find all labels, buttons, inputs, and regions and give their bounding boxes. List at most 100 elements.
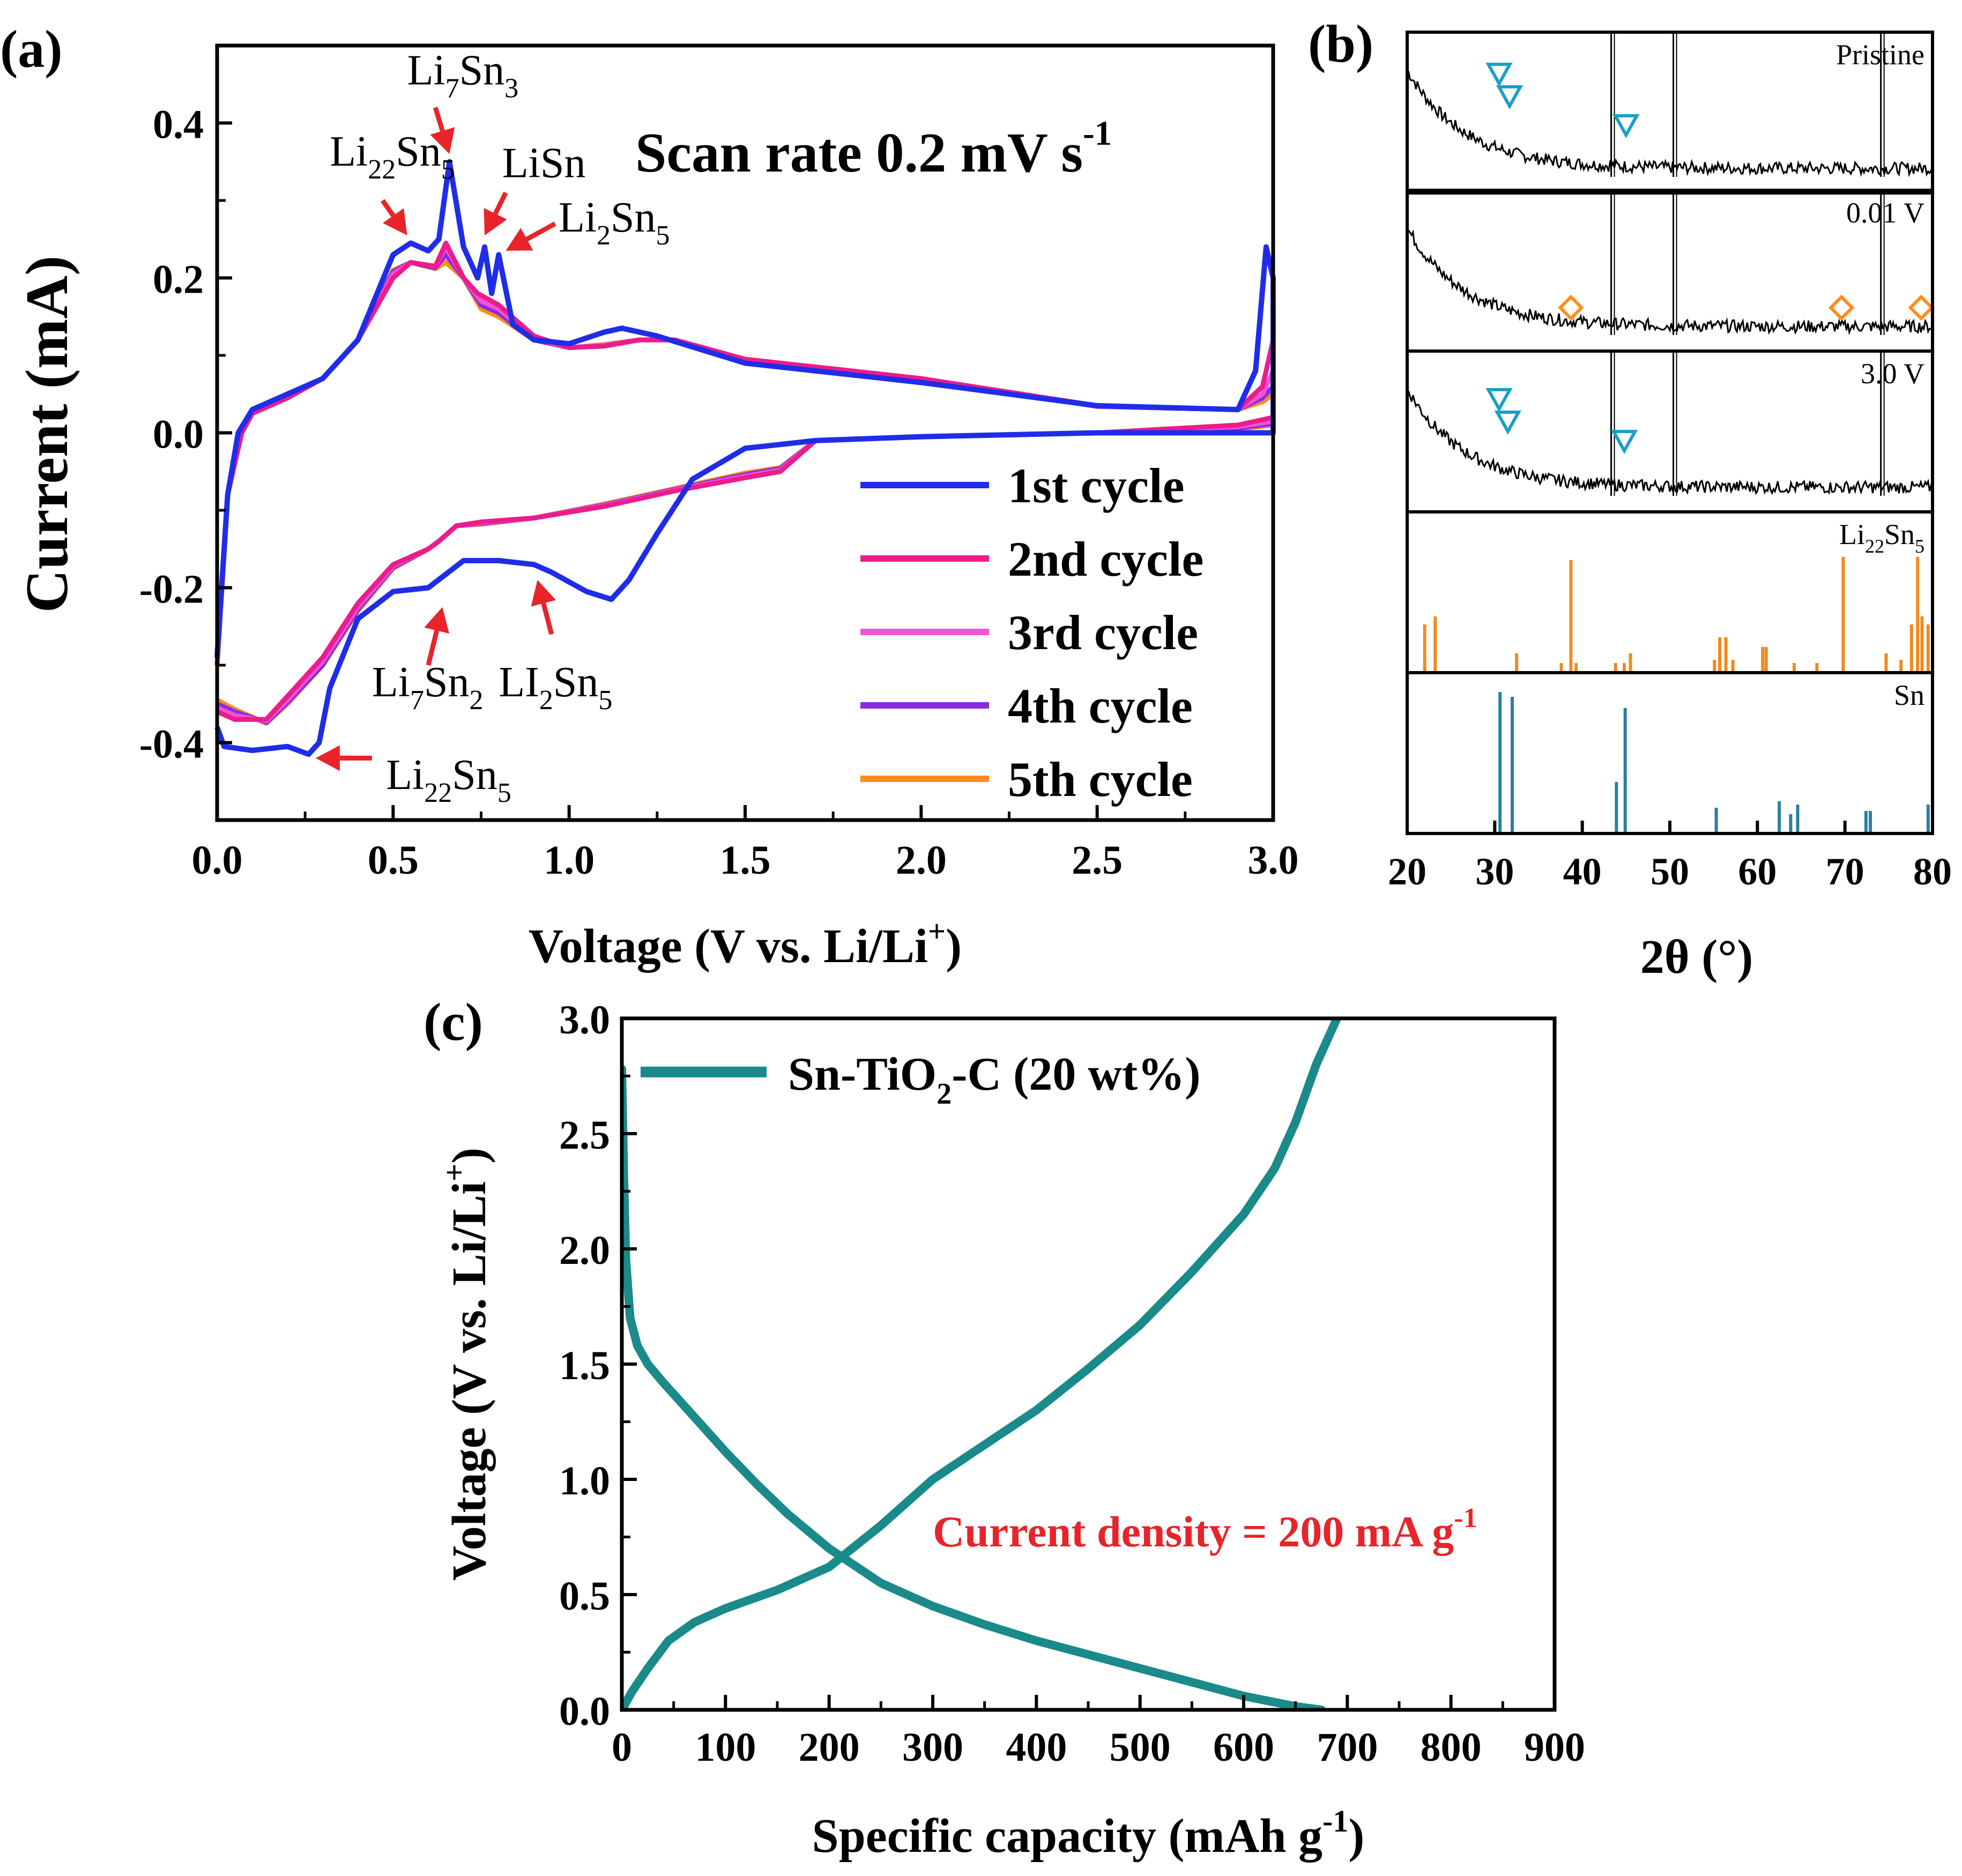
y-tick-label: -0.4 <box>139 722 204 767</box>
annotation-arrow-head <box>424 607 449 634</box>
panel-a-plot-area <box>214 159 1276 757</box>
x-tick-label: 80 <box>1913 850 1952 893</box>
panel-c-x-label: Specific capacity (mAh g-1) <box>812 1804 1365 1863</box>
annotation-arrow-head <box>315 745 340 771</box>
x-tick-label: 900 <box>1524 1725 1585 1770</box>
legend-label-1: 1st cycle <box>1008 458 1185 513</box>
y-tick-label: 2.0 <box>559 1228 610 1273</box>
annotation-formula: LI2Sn5 <box>499 659 612 716</box>
panel-b: (b) Pristine 0.01 V 3.0 V Li22Sn5 Sn 20 30 40 5… <box>1308 14 1952 984</box>
xrd-strip-1: Pristine <box>1406 31 1934 195</box>
panel-c-annotation: Current density = 200 mA g-1 <box>933 1503 1477 1556</box>
annotation-arrow-head <box>506 228 533 251</box>
xrd-strip-label: Sn <box>1894 679 1924 711</box>
panel-c-legend: Sn-TiO2-C (20 wt%) <box>641 1048 1201 1111</box>
xrd-strip-label: Pristine <box>1836 39 1924 71</box>
lisn-marker-diamond <box>1828 294 1855 321</box>
x-tick-label: 3.0 <box>1248 838 1299 883</box>
cv-curve-1 <box>214 159 1276 757</box>
xrd-pattern <box>1407 229 1934 336</box>
y-tick-label: -0.2 <box>139 567 204 612</box>
legend-label-3: 3rd cycle <box>1008 605 1198 660</box>
annotation-formula: Li22Sn5 <box>386 751 511 808</box>
cv-curve-2 <box>214 241 1276 722</box>
annotation-formula: Li2Sn5 <box>559 194 670 251</box>
y-tick-label: 0.5 <box>559 1574 610 1619</box>
lisn-marker-diamond <box>1908 294 1935 321</box>
x-tick-label: 500 <box>1110 1725 1171 1770</box>
y-tick-label: 1.0 <box>559 1458 610 1503</box>
xrd-strip-4: Li22Sn5 <box>1406 510 1934 674</box>
annotation-formula: Li22Sn5 <box>330 128 455 185</box>
x-tick-label: 1.0 <box>544 838 594 883</box>
panel-c-label: (c) <box>423 992 483 1052</box>
panel-b-strips: Pristine 0.01 V 3.0 V Li22Sn5 Sn <box>1406 31 1935 835</box>
panel-a-title: Scan rate 0.2 mV s-1 <box>635 114 1112 184</box>
x-tick-label: 800 <box>1421 1725 1482 1770</box>
panel-b-x-axis: 20 30 40 50 60 70 80 <box>1388 821 1952 893</box>
panel-a-legend: 1st cycle 2nd cycle 3rd cycle 4th cycle 5th … <box>860 458 1203 807</box>
lisn-marker-diamond <box>1558 294 1584 321</box>
annotation-formula: LiSn <box>502 140 586 187</box>
annotation-arrow-head <box>531 580 556 607</box>
x-tick-label: 200 <box>799 1725 860 1770</box>
sn-marker-triangle <box>1485 388 1513 413</box>
x-tick-label: 300 <box>902 1725 963 1770</box>
sn-marker-triangle <box>1496 85 1523 110</box>
panel-c-plot-area <box>622 1018 1341 1710</box>
sn-marker-triangle <box>1610 430 1638 455</box>
xrd-strip-frame <box>1406 31 1934 195</box>
annotation-formula: Li7Sn2 <box>372 659 484 716</box>
xrd-strip-3: 3.0 V <box>1406 349 1934 513</box>
x-tick-label: 100 <box>695 1725 756 1770</box>
annotation-arrow-head <box>383 208 407 236</box>
x-tick-label: 700 <box>1317 1725 1378 1770</box>
y-tick-label: 0.0 <box>559 1689 610 1734</box>
x-tick-label: 1.5 <box>720 838 771 883</box>
xrd-strip-label: Li22Sn5 <box>1839 518 1924 557</box>
panel-c: (c) 0.0 0.5 1.0 1.5 2.0 2.5 3.0 0 100 200 300 400 5… <box>423 992 1585 1863</box>
x-tick-label: 0.5 <box>368 838 419 883</box>
x-tick-label: 0 <box>612 1725 632 1770</box>
xrd-strip-label: 3.0 V <box>1861 358 1924 390</box>
x-tick-label: 2.5 <box>1072 838 1123 883</box>
y-tick-label: 3.0 <box>559 997 610 1043</box>
annotation-arrow-head <box>430 127 455 154</box>
panel-c-y-label: Voltage (V vs. Li/Li+) <box>437 1148 496 1581</box>
panel-a-annotations: Li22Sn5 Li7Sn3 LiSn Li2Sn5 Li7Sn2 LI2Sn5 Li22S… <box>315 47 670 808</box>
annotation-arrow-head <box>484 208 507 236</box>
y-tick-label: 1.5 <box>559 1343 610 1388</box>
sn-marker-triangle <box>1485 63 1513 87</box>
annotation-arrow-shaft <box>433 107 445 132</box>
panel-a: (a) -0.4 -0.2 0.0 0.2 0.4 0.0 0.5 1.0 1.5 2.0 2.5… <box>0 19 1299 973</box>
x-tick-label: 70 <box>1826 850 1864 893</box>
annotation-arrow-shaft <box>493 191 508 215</box>
panel-a-label: (a) <box>0 19 63 79</box>
panel-c-x-axis: 0 100 200 300 400 500 600 700 800 900 <box>612 1695 1585 1770</box>
y-tick-label: 0.0 <box>153 412 204 457</box>
xrd-strip-label: 0.01 V <box>1846 197 1924 229</box>
annotation-formula: Li7Sn3 <box>407 47 519 103</box>
charge-curve <box>622 1018 1341 1710</box>
discharge-curve <box>622 1064 1326 1710</box>
annotation-arrow-shaft <box>380 199 396 217</box>
panel-c-legend-label: Sn-TiO2-C (20 wt%) <box>788 1048 1201 1111</box>
y-tick-label: 0.2 <box>153 257 204 302</box>
panel-c-curves <box>622 1018 1341 1710</box>
x-tick-label: 50 <box>1651 850 1689 893</box>
sn-marker-triangle <box>1612 114 1640 139</box>
panel-a-y-axis: -0.4 -0.2 0.0 0.2 0.4 <box>139 44 232 822</box>
panel-a-x-axis: 0.0 0.5 1.0 1.5 2.0 2.5 3.0 <box>192 805 1299 883</box>
x-tick-label: 40 <box>1563 850 1602 893</box>
xrd-strip-frame <box>1406 671 1934 835</box>
annotation-arrow-shaft <box>426 630 440 666</box>
panel-c-y-axis: 0.0 0.5 1.0 1.5 2.0 2.5 3.0 <box>559 997 637 1734</box>
legend-label-4: 4th cycle <box>1008 679 1193 733</box>
x-tick-label: 0.0 <box>192 838 243 883</box>
y-tick-label: 2.5 <box>559 1113 610 1158</box>
y-tick-label: 0.4 <box>153 102 204 147</box>
x-tick-label: 20 <box>1388 850 1426 893</box>
xrd-pattern <box>1406 388 1934 495</box>
xrd-pattern <box>1406 69 1934 177</box>
